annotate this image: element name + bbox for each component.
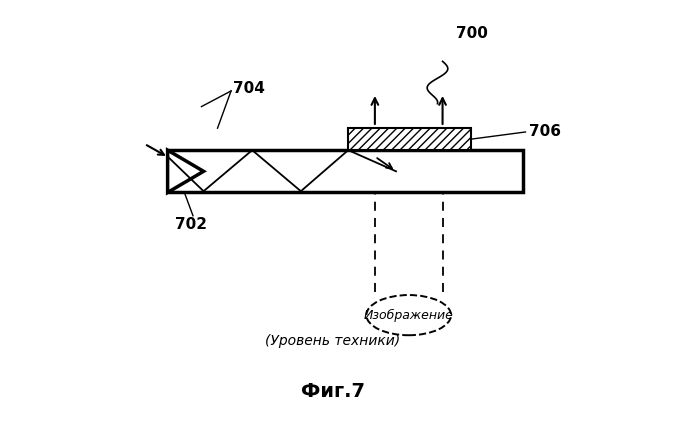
Text: Фиг.7: Фиг.7: [301, 382, 365, 401]
Polygon shape: [168, 150, 203, 192]
Text: 704: 704: [233, 81, 265, 96]
Bar: [348, 128, 471, 150]
Ellipse shape: [366, 295, 451, 335]
Text: (Уровень техники): (Уровень техники): [265, 333, 400, 348]
Text: Изображение: Изображение: [363, 309, 454, 321]
Text: 702: 702: [175, 217, 207, 232]
Text: 700: 700: [456, 26, 488, 41]
Bar: [168, 150, 523, 192]
Text: 706: 706: [529, 124, 561, 140]
